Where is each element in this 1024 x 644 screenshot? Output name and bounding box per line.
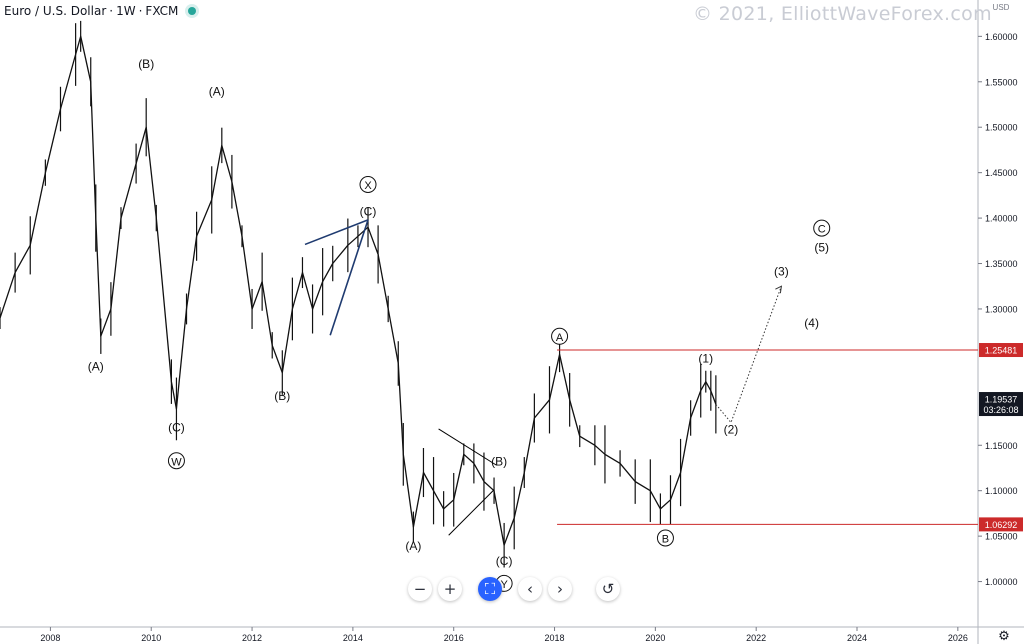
y-tick-label-10: 1.05000 xyxy=(985,532,1018,542)
wave-label-18: C xyxy=(818,224,826,236)
watermark: © 2021, ElliottWaveForex.com xyxy=(693,3,992,25)
level-label-1: 1.06292 xyxy=(985,520,1018,530)
reset-chart-button[interactable]: ⛶ xyxy=(478,577,502,601)
y-tick-label-3: 1.45000 xyxy=(985,168,1018,178)
y-tick-label-0: 1.60000 xyxy=(985,32,1018,42)
last-price-tag xyxy=(979,392,1023,417)
wave-circle-18 xyxy=(813,219,831,237)
wave-label-19: (5) xyxy=(814,241,829,255)
scroll-right-button[interactable]: › xyxy=(548,577,572,601)
wave-label-12: A xyxy=(556,332,564,344)
wave-label-14: (1) xyxy=(698,352,713,366)
x-tick-label-4: 2016 xyxy=(444,633,464,643)
wave-circle-4 xyxy=(167,452,185,470)
trend-line-2 xyxy=(438,428,497,466)
wave-label-7: (C) xyxy=(360,204,377,218)
wave-label-2: (A) xyxy=(209,84,225,98)
wave-label-0: (B) xyxy=(138,57,154,71)
scroll-left-button[interactable]: ‹ xyxy=(518,577,542,601)
projection-arrow-icon xyxy=(775,285,783,294)
level-tag-0 xyxy=(979,343,1023,358)
trend-line-3 xyxy=(448,489,495,536)
wave-label-1: (A) xyxy=(88,360,104,374)
x-tick-label-0: 2008 xyxy=(40,633,60,643)
wave-label-4: W xyxy=(171,456,182,468)
trend-line-1 xyxy=(329,219,369,336)
wave-label-11: Y xyxy=(500,579,508,591)
y-tick-label-1: 1.55000 xyxy=(985,77,1018,87)
x-tick-label-5: 2018 xyxy=(545,633,565,643)
wave-label-6: X xyxy=(364,180,372,192)
x-tick-label-1: 2010 xyxy=(141,633,161,643)
x-tick-label-6: 2020 xyxy=(645,633,665,643)
symbol-header[interactable]: Euro / U.S. Dollar · 1W · FXCM xyxy=(4,2,197,20)
wave-label-17: (4) xyxy=(804,316,819,330)
wave-circle-13 xyxy=(656,529,674,547)
settings-gear-icon[interactable]: ⚙ xyxy=(998,629,1010,644)
x-tick-label-8: 2024 xyxy=(847,633,867,643)
x-tick-label-3: 2014 xyxy=(343,633,363,643)
y-tick-label-11: 1.00000 xyxy=(985,577,1018,587)
x-tick-label-2: 2012 xyxy=(242,633,262,643)
x-tick-label-7: 2022 xyxy=(746,633,766,643)
interval-label[interactable]: 1W xyxy=(116,4,136,18)
y-tick-label-5: 1.35000 xyxy=(985,259,1018,269)
y-tick-label-6: 1.30000 xyxy=(985,304,1018,314)
chart-toolbar: − + ⛶ ‹ › ↺ xyxy=(408,577,620,601)
last-price-label: 1.19537 xyxy=(985,395,1018,405)
countdown-label: 03:26:08 xyxy=(983,405,1018,415)
market-status-icon xyxy=(188,7,197,15)
zoom-out-button[interactable]: − xyxy=(408,577,432,601)
currency-label: USD xyxy=(993,3,1010,12)
wave-circle-6 xyxy=(359,176,377,194)
wave-label-3: (C) xyxy=(168,421,185,435)
y-tick-label-8: 1.15000 xyxy=(985,441,1018,451)
level-tag-1 xyxy=(979,517,1023,532)
wave-label-15: (2) xyxy=(724,422,739,436)
level-label-0: 1.25481 xyxy=(985,346,1018,356)
trend-line-0 xyxy=(304,219,369,246)
x-tick-label-9: 2026 xyxy=(948,633,968,643)
wave-circle-12 xyxy=(551,327,569,345)
refresh-button[interactable]: ↺ xyxy=(596,577,620,601)
zoom-in-button[interactable]: + xyxy=(438,577,462,601)
wave-label-10: (C) xyxy=(496,554,513,568)
wave-label-13: B xyxy=(662,533,669,545)
symbol-name: Euro / U.S. Dollar xyxy=(4,4,107,18)
y-tick-label-9: 1.10000 xyxy=(985,486,1018,496)
wave-label-5: (B) xyxy=(274,389,290,403)
broker-label: FXCM xyxy=(145,4,179,18)
wave-label-8: (A) xyxy=(405,539,421,553)
wave-label-16: (3) xyxy=(774,264,789,278)
projection-path xyxy=(715,286,782,424)
wave-label-9: (B) xyxy=(491,454,507,468)
y-tick-label-4: 1.40000 xyxy=(985,214,1018,224)
price-series-line xyxy=(0,35,717,546)
y-tick-label-2: 1.50000 xyxy=(985,123,1018,133)
